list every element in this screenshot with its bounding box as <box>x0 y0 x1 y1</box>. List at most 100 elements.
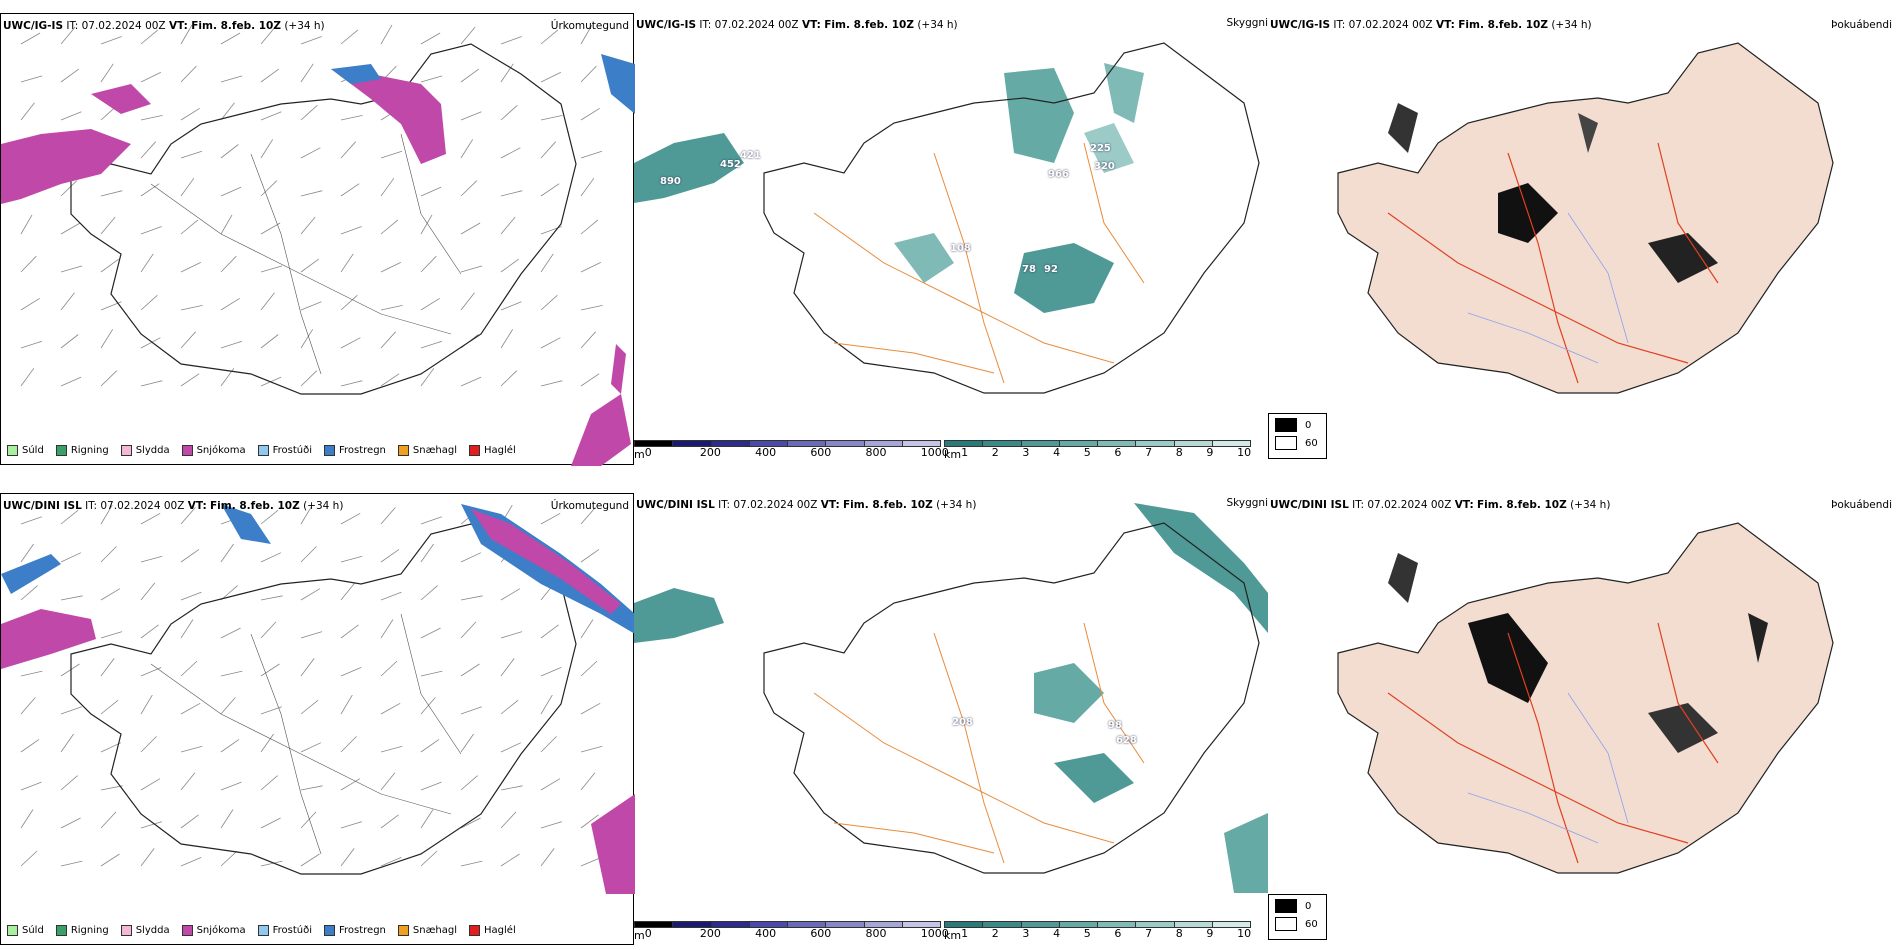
wind-barb <box>460 552 482 563</box>
wind-barb <box>100 36 122 45</box>
wind-barb <box>60 265 83 273</box>
wind-barb <box>260 595 283 601</box>
colorbar-tick: 2 <box>991 446 999 459</box>
wind-barb <box>460 139 474 159</box>
wind-barb <box>420 697 436 715</box>
wind-barb <box>180 814 199 829</box>
wind-barb <box>260 180 278 197</box>
wind-barb <box>60 595 83 601</box>
wind-barb <box>260 817 281 829</box>
wind-barb <box>220 32 241 45</box>
legend-swatch <box>397 925 409 936</box>
wind-barb <box>100 631 123 639</box>
wind-barb <box>260 68 280 83</box>
wind-barb <box>540 337 561 349</box>
legend-swatch <box>324 925 335 936</box>
cbar-unit: km <box>944 448 962 461</box>
panel-title: Skyggni <box>1226 17 1269 29</box>
legend-swatch <box>181 445 193 456</box>
legend-swatch <box>181 925 193 936</box>
precip-type-panel-1: UWC/IG-IS IT: 07.02.2024 00Z VT: Fim. 8.… <box>0 13 635 466</box>
colorbar-tick: 10 <box>1237 927 1252 940</box>
wind-barb <box>380 549 400 563</box>
wind-barb <box>580 219 599 235</box>
wind-barb <box>260 733 274 753</box>
legend-swatch <box>55 445 67 456</box>
wind-barb <box>140 624 159 639</box>
colorbar-tick: 4 <box>1053 927 1061 940</box>
map-value-label: 225 <box>1090 143 1111 154</box>
map-value-label: 98 <box>1108 720 1122 731</box>
wind-barb <box>260 706 282 715</box>
colorbar-tick: 5 <box>1083 446 1091 459</box>
wind-barb <box>140 115 163 121</box>
wind-barb <box>20 697 36 715</box>
wind-barb <box>420 186 442 197</box>
wind-barb <box>500 631 523 639</box>
map-value-label: 452 <box>720 159 741 170</box>
precip-legend: Súld Rigning Slydda Snjókoma Frostúði Frostre… <box>7 445 516 456</box>
wind-barb <box>540 778 561 791</box>
wind-barb <box>180 373 200 387</box>
wind-barb <box>260 292 275 311</box>
colorbar-tick: 8 <box>1175 927 1183 940</box>
wind-barb <box>140 848 155 867</box>
wind-barb <box>420 809 434 829</box>
legend-item: Snæhagl <box>397 925 457 936</box>
wind-barb <box>60 68 80 83</box>
wind-barb <box>300 63 314 83</box>
precip-map-1 <box>1 24 635 466</box>
wind-barb <box>140 183 160 197</box>
legend-label: Snjókoma <box>196 925 246 936</box>
wind-barb <box>420 297 440 311</box>
wind-barb <box>220 543 234 563</box>
wind-barb <box>140 141 156 159</box>
wind-barb <box>380 305 403 311</box>
wind-barb <box>460 817 481 829</box>
wind-barb <box>580 660 598 677</box>
wind-barb <box>220 781 242 791</box>
wind-barb <box>300 147 321 159</box>
map-value-label: 421 <box>740 150 761 161</box>
wind-barb <box>180 857 202 867</box>
wind-barb <box>20 739 40 753</box>
wind-barb <box>540 667 562 677</box>
panel-header: UWC/IG-IS IT: 07.02.2024 00Z VT: Fim. 8.… <box>1270 19 1592 31</box>
wind-barb <box>380 619 394 639</box>
wind-barb <box>60 222 81 235</box>
wind-barb <box>20 340 43 349</box>
colorbar-segment <box>1211 921 1251 928</box>
wind-barb <box>220 739 240 753</box>
wind-barb <box>300 853 320 867</box>
wind-barb <box>140 337 161 349</box>
legend-swatch <box>469 445 481 456</box>
wind-barb <box>580 745 603 753</box>
wind-barb <box>340 512 361 525</box>
cloud-base-colorbar-1: m 0 200 400 600 800 1000 <box>634 437 949 461</box>
legend-item: Slydda <box>120 445 170 456</box>
wind-barb <box>220 102 235 121</box>
wind-barb <box>540 512 561 525</box>
wind-barb <box>300 370 318 387</box>
wind-barb <box>140 29 159 45</box>
fog-map-1 <box>1337 42 1834 394</box>
wind-barb <box>380 373 400 387</box>
wind-barb <box>420 75 443 83</box>
legend-label: Haglél <box>484 925 516 936</box>
wind-barb <box>20 367 35 387</box>
wind-barb <box>260 334 279 349</box>
legend-item: Frostregn <box>324 925 386 936</box>
colorbar-tick: 6 <box>1114 927 1122 940</box>
colorbar-tick: 200 <box>699 446 721 459</box>
wind-barb <box>260 621 277 639</box>
panel-title: Þokuábendi <box>1831 499 1892 511</box>
wind-barb <box>500 105 518 121</box>
wind-barb <box>300 301 322 311</box>
wind-barb <box>380 24 393 45</box>
wind-barb <box>180 24 193 45</box>
colorbar-tick: 600 <box>810 927 832 940</box>
wind-barb <box>380 772 396 791</box>
legend-swatch <box>324 445 335 456</box>
cbar-unit: m <box>634 448 645 461</box>
wind-barb <box>500 742 522 753</box>
